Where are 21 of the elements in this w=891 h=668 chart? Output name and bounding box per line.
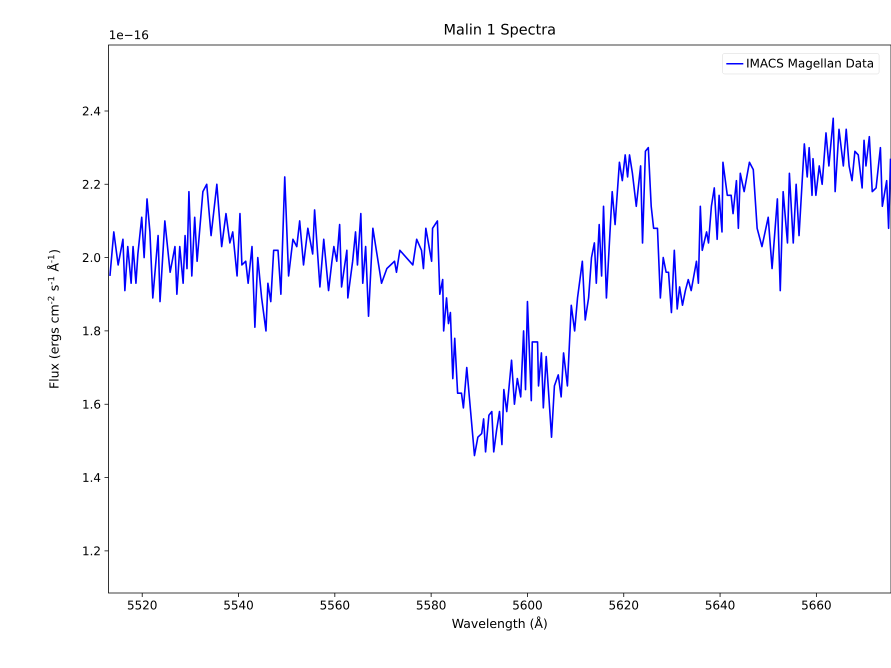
y-tick-label: 1.2 [83,546,100,556]
x-axis-title: Wavelength (Å) [452,616,547,631]
x-tick-label: 5580 [416,600,446,610]
x-tick-label: 5560 [320,600,350,610]
y-tick-label: 1.4 [83,473,100,482]
x-tick-label: 5640 [706,600,734,610]
y-tick-label: 1.6 [83,400,100,409]
x-tick-label: 5540 [224,600,253,610]
line-series [109,118,891,456]
x-tick-label: 5660 [802,600,831,610]
x-tick-label: 5520 [128,600,157,610]
text: 1e−16 [110,30,148,40]
y-tick-label: 1.8 [83,326,100,336]
y-tick-label: 2.2 [82,180,100,189]
chart-title: Malin 1 Spectra [444,24,555,38]
y-tick-label: 2.4 [82,106,100,116]
y-tick-label: 2.0 [82,253,100,262]
x-tick-label: 5620 [609,600,638,610]
legend-label: IMACS Magellan Data [747,58,874,70]
x-tick-label: 5600 [513,600,542,610]
y-axis-title: Flux (ergs cm$^{-2}$ s$^{-1}$ Å$^{-1}$) [46,250,62,388]
